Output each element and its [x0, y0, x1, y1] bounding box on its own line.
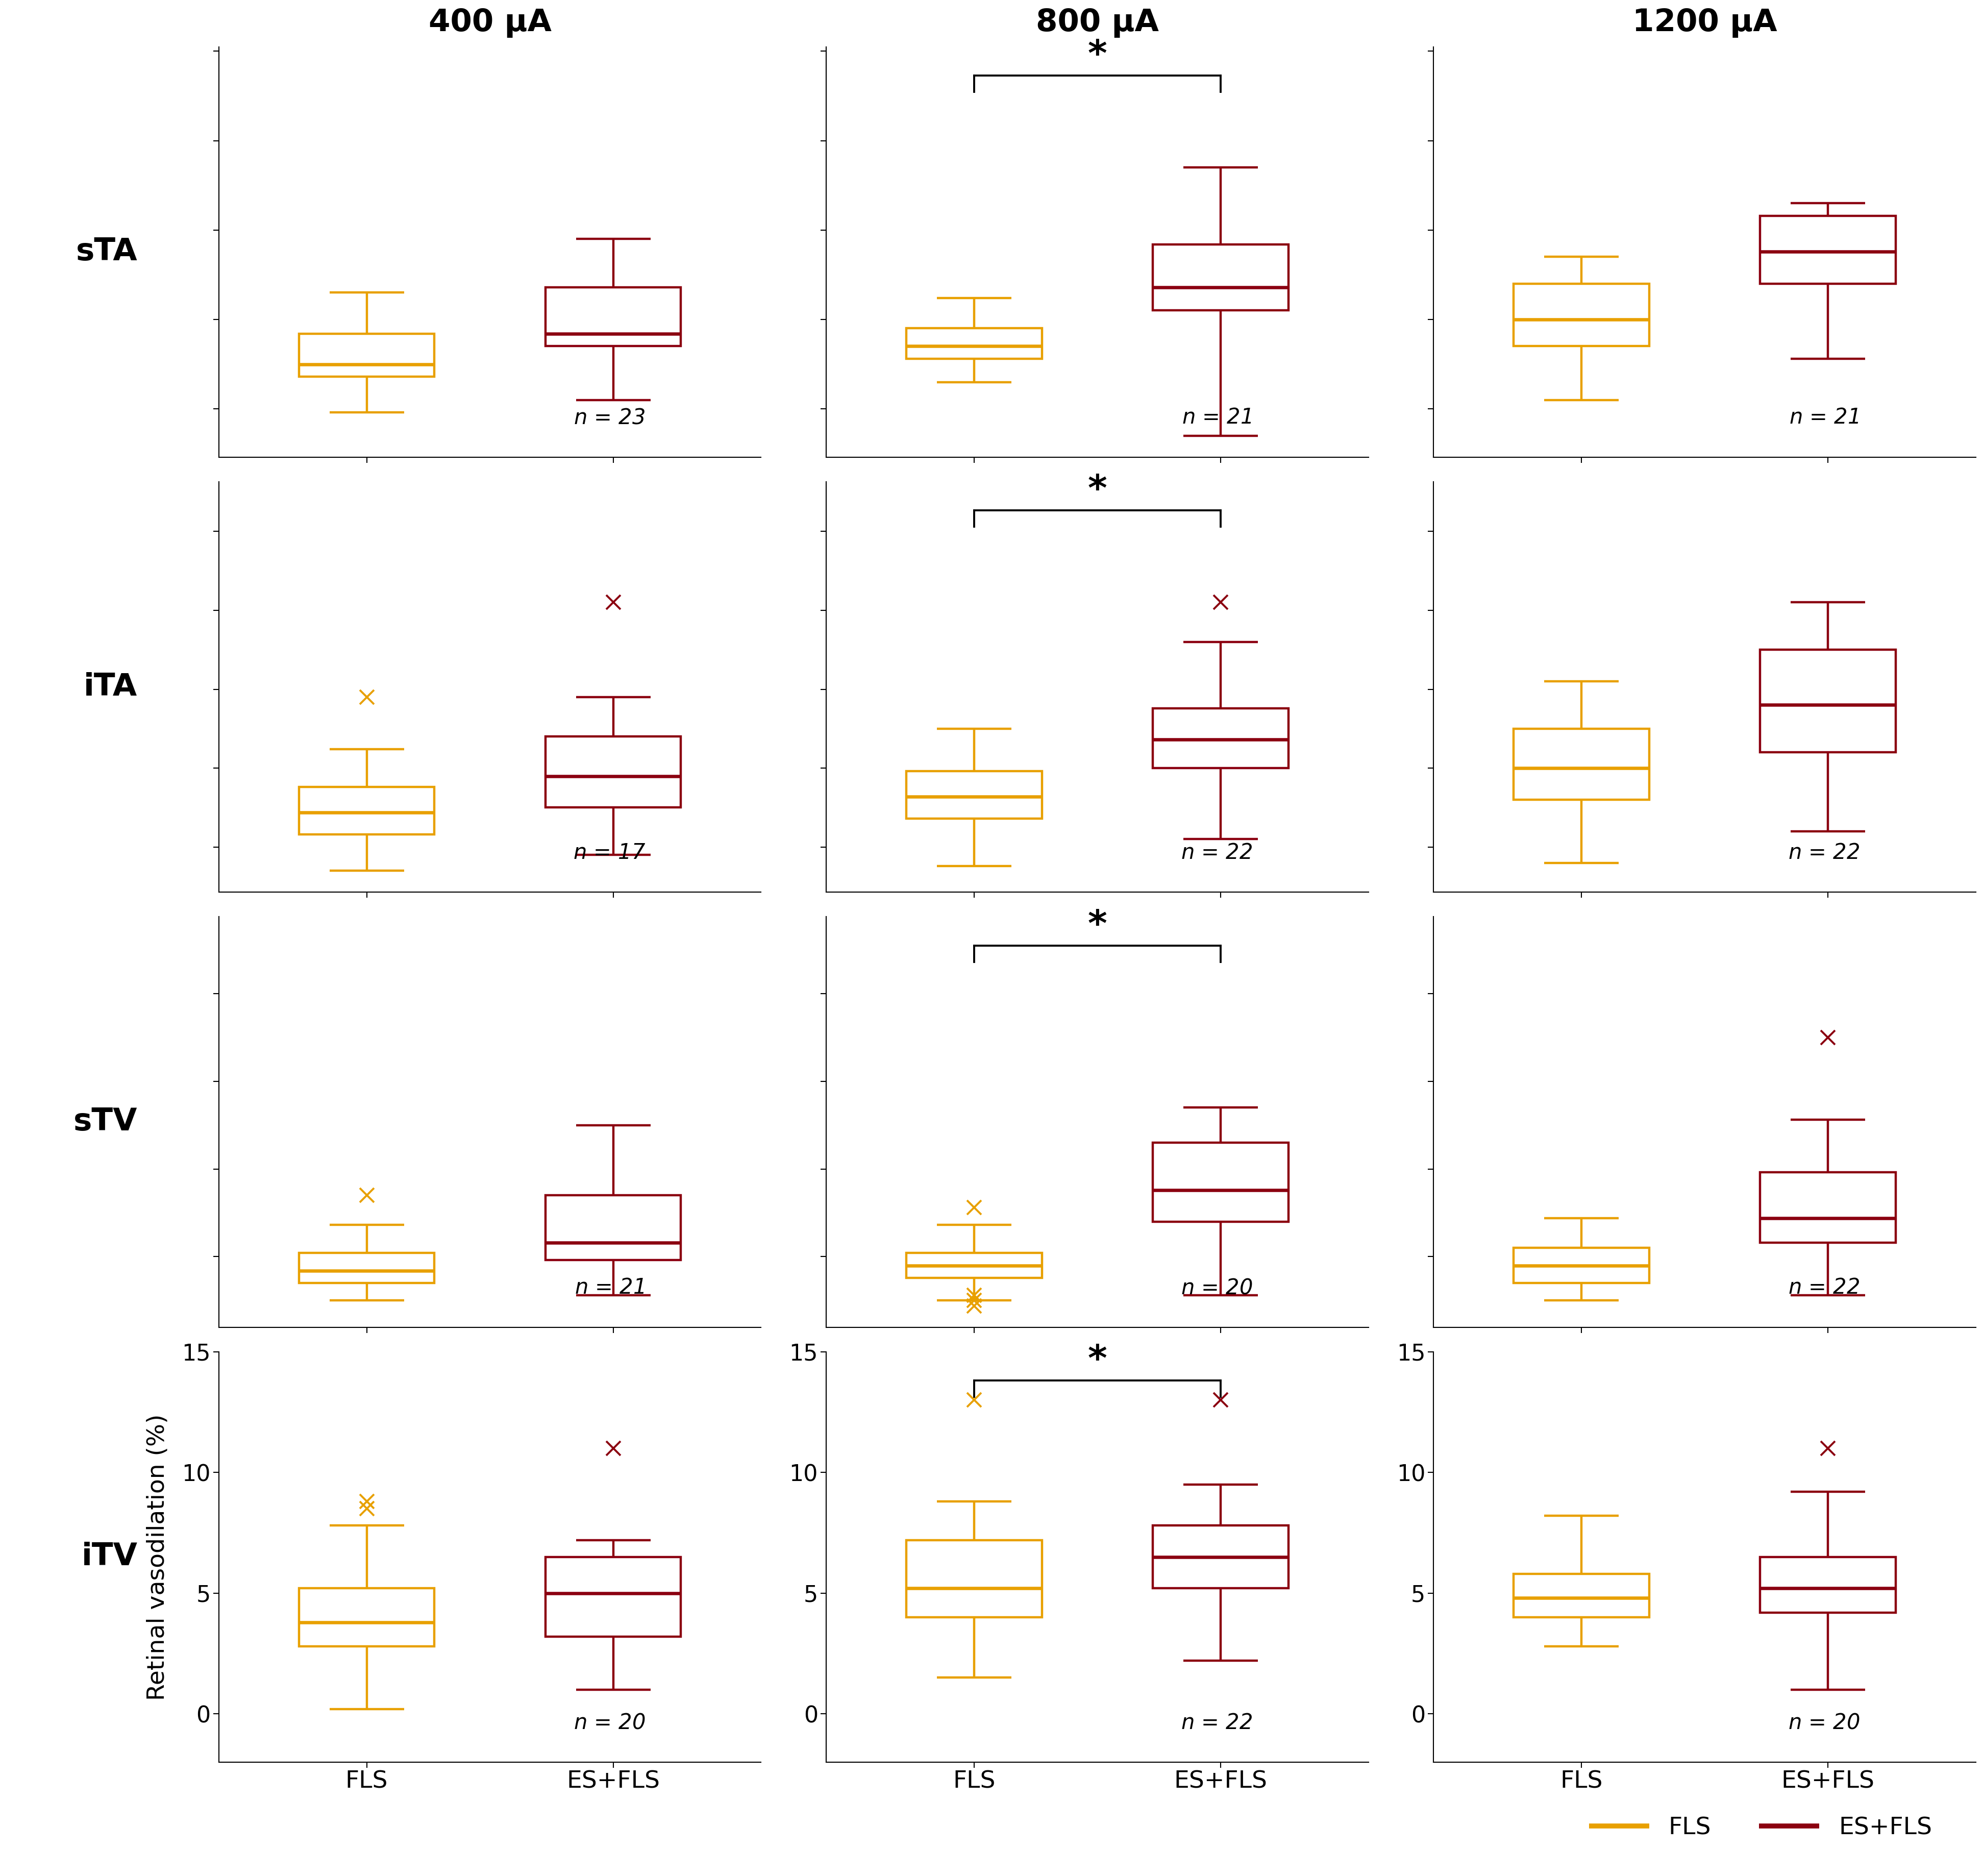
Text: $n$ = 20: $n$ = 20	[1180, 1278, 1251, 1298]
Text: *: *	[1087, 1343, 1107, 1379]
Bar	[1513, 283, 1648, 347]
Bar	[545, 287, 680, 347]
Bar	[906, 1253, 1041, 1278]
Text: $n$ = 22: $n$ = 22	[1789, 842, 1860, 863]
Text: $n$ = 21: $n$ = 21	[1789, 407, 1858, 428]
Text: $n$ = 20: $n$ = 20	[1789, 1713, 1860, 1733]
Bar	[1513, 1574, 1648, 1617]
Text: iTA: iTA	[83, 672, 137, 702]
Text: $n$ = 17: $n$ = 17	[573, 842, 644, 863]
Title: 400 μA: 400 μA	[428, 8, 551, 38]
Bar	[299, 334, 434, 377]
Bar	[1152, 1142, 1289, 1221]
Bar	[906, 328, 1041, 358]
Text: sTV: sTV	[73, 1107, 137, 1137]
Title: 1200 μA: 1200 μA	[1632, 8, 1777, 38]
Text: $n$ = 21: $n$ = 21	[575, 1278, 644, 1298]
Text: $n$ = 23: $n$ = 23	[573, 407, 644, 428]
Text: *: *	[1087, 38, 1107, 73]
Bar	[906, 1540, 1041, 1617]
Text: $n$ = 21: $n$ = 21	[1182, 407, 1251, 428]
Text: sTA: sTA	[75, 236, 137, 266]
Text: *: *	[1087, 908, 1107, 944]
Text: iTV: iTV	[81, 1542, 137, 1572]
Text: $n$ = 22: $n$ = 22	[1789, 1278, 1860, 1298]
Bar	[299, 1589, 434, 1647]
Y-axis label: Retinal vasodilation (%): Retinal vasodilation (%)	[147, 1415, 169, 1700]
Bar	[1513, 728, 1648, 799]
Bar	[299, 788, 434, 835]
Bar	[1759, 1557, 1896, 1613]
Bar	[545, 1195, 680, 1261]
Text: $n$ = 22: $n$ = 22	[1180, 842, 1251, 863]
Text: *: *	[1087, 473, 1107, 508]
Bar	[1152, 244, 1289, 311]
Title: 800 μA: 800 μA	[1035, 8, 1158, 38]
Bar	[299, 1253, 434, 1283]
Bar	[1152, 1525, 1289, 1589]
Bar	[1759, 1172, 1896, 1242]
Bar	[1759, 649, 1896, 752]
Bar	[545, 1557, 680, 1636]
Bar	[1759, 216, 1896, 283]
Text: $n$ = 22: $n$ = 22	[1180, 1713, 1251, 1733]
Bar	[545, 737, 680, 807]
Bar	[1513, 1248, 1648, 1283]
Bar	[1152, 707, 1289, 767]
Text: $n$ = 20: $n$ = 20	[573, 1713, 644, 1733]
Bar	[906, 771, 1041, 818]
Legend: FLS, ES+FLS: FLS, ES+FLS	[1578, 1807, 1941, 1850]
